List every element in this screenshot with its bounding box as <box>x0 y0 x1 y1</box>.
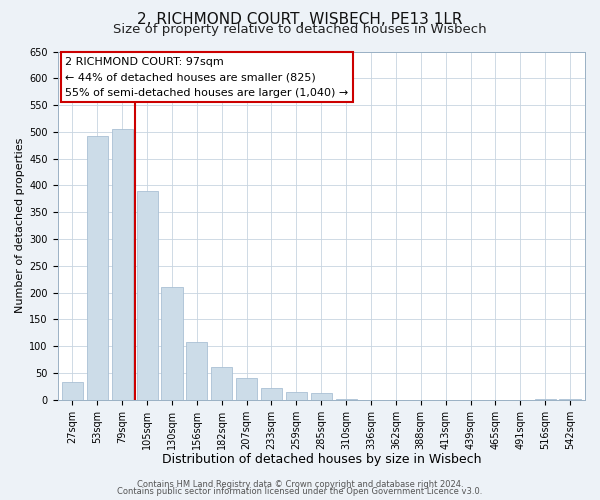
Text: Contains public sector information licensed under the Open Government Licence v3: Contains public sector information licen… <box>118 487 482 496</box>
Y-axis label: Number of detached properties: Number of detached properties <box>15 138 25 314</box>
Bar <box>236 378 257 400</box>
Bar <box>311 394 332 400</box>
Bar <box>87 136 108 400</box>
Bar <box>186 342 208 400</box>
Text: 2, RICHMOND COURT, WISBECH, PE13 1LR: 2, RICHMOND COURT, WISBECH, PE13 1LR <box>137 12 463 28</box>
Bar <box>161 287 182 400</box>
Bar <box>559 399 581 400</box>
Bar <box>112 129 133 400</box>
Bar <box>335 399 357 400</box>
Bar <box>535 399 556 400</box>
Bar <box>211 366 232 400</box>
Bar <box>286 392 307 400</box>
Text: Contains HM Land Registry data © Crown copyright and database right 2024.: Contains HM Land Registry data © Crown c… <box>137 480 463 489</box>
Text: Size of property relative to detached houses in Wisbech: Size of property relative to detached ho… <box>113 22 487 36</box>
Bar <box>137 191 158 400</box>
X-axis label: Distribution of detached houses by size in Wisbech: Distribution of detached houses by size … <box>161 453 481 466</box>
Bar <box>261 388 282 400</box>
Text: 2 RICHMOND COURT: 97sqm
← 44% of detached houses are smaller (825)
55% of semi-d: 2 RICHMOND COURT: 97sqm ← 44% of detache… <box>65 56 349 98</box>
Bar <box>62 382 83 400</box>
